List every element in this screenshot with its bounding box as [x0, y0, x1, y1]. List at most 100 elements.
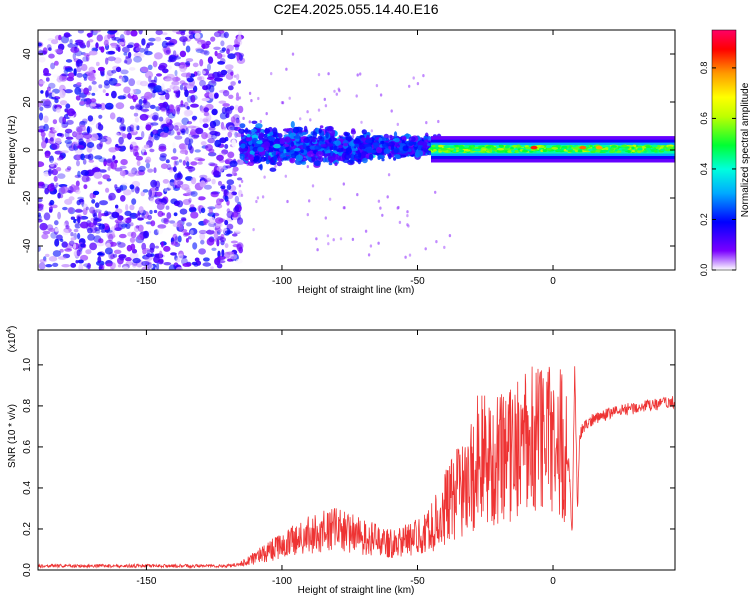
heatmap-cell [48, 163, 57, 169]
heatmap-cell [145, 253, 153, 258]
heatmap-cell [85, 249, 92, 255]
snr-x-ticks: -150 -100 -50 0 [136, 330, 556, 587]
heatmap-cell [77, 30, 84, 34]
heatmap-cell [206, 114, 212, 122]
heatmap-cell [201, 132, 208, 140]
heatmap-cell [230, 240, 238, 244]
heatmap-cell [228, 122, 234, 128]
heatmap-cell [568, 146, 572, 149]
heatmap-cell [286, 199, 289, 204]
heatmap-cell [209, 163, 218, 167]
heatmap-cell [180, 100, 184, 106]
heatmap-cell [143, 151, 148, 156]
heatmap-cell [48, 168, 52, 176]
heatmap-cell [510, 146, 514, 150]
heatmap-cell [263, 157, 267, 161]
heatmap-cell [232, 233, 238, 237]
heatmap-cell [274, 164, 277, 168]
heatmap-cell [38, 161, 45, 168]
heatmap-cell [525, 146, 531, 150]
heatmap-cell [64, 89, 73, 94]
heatmap-cell [627, 150, 631, 153]
heatmap-cell [78, 243, 83, 252]
heatmap-cell [387, 141, 395, 147]
heatmap-cell [159, 62, 168, 69]
heatmap-cell [318, 156, 322, 160]
heatmap-cell [65, 168, 71, 172]
heatmap-peak [579, 145, 587, 150]
heatmap-cell [240, 179, 244, 183]
heatmap-cell [219, 137, 227, 144]
heatmap-cell [44, 188, 50, 195]
heatmap-cell [123, 30, 132, 36]
heatmap-cell [134, 151, 140, 158]
heatmap-cell [134, 42, 140, 48]
heatmap-cell [149, 148, 155, 153]
heatmap-cell [199, 232, 206, 241]
heatmap-cell [221, 249, 225, 257]
heatmap-cell [141, 260, 150, 267]
heatmap-cell [567, 149, 573, 153]
heatmap-cell [129, 105, 135, 110]
heatmap-cell [443, 145, 450, 149]
heatmap-cell [221, 149, 229, 155]
heatmap-cell [201, 43, 210, 49]
heatmap-cell [103, 39, 109, 47]
heatmap-cell [75, 180, 80, 187]
heatmap-cell [324, 216, 327, 220]
heatmap-cell [170, 198, 178, 205]
heatmap-cell [277, 133, 283, 139]
heatmap-cell [186, 72, 191, 77]
heatmap-cell [343, 206, 346, 210]
heatmap-cell [89, 242, 97, 251]
heatmap-cell [183, 101, 189, 109]
heatmap-cell [125, 55, 130, 59]
heatmap-cell [175, 160, 179, 166]
heatmap-cell [75, 189, 81, 195]
heatmap-cell [208, 207, 213, 215]
heatmap-cell [220, 234, 225, 238]
heatmap-cell [109, 241, 117, 247]
heatmap-cell [93, 217, 99, 221]
heatmap-cell [87, 262, 91, 270]
heatmap-cell [45, 90, 49, 98]
heatmap-cell [358, 152, 362, 158]
heatmap-cell [141, 146, 145, 153]
heatmap-cell [244, 127, 249, 135]
heatmap-cell [60, 238, 64, 242]
heatmap-cell [76, 249, 81, 257]
heatmap-cell [240, 143, 246, 149]
heatmap-cell [163, 245, 171, 252]
heatmap-cell [233, 44, 240, 48]
heatmap-cell [190, 229, 194, 235]
heatmap-cell [190, 103, 199, 108]
heatmap-cell [94, 155, 103, 160]
heatmap-cell [70, 216, 76, 220]
heatmap-cell [184, 89, 189, 98]
heatmap-cell [97, 252, 103, 256]
heatmap-cell [51, 168, 58, 176]
heatmap-cell [75, 260, 79, 264]
heatmap-cell [120, 69, 129, 75]
heatmap-cell [604, 147, 609, 150]
heatmap-cell [118, 41, 125, 46]
heatmap-cell [214, 217, 224, 224]
heatmap-cell [170, 241, 179, 246]
heatmap-cell [179, 50, 187, 58]
heatmap-cell [236, 92, 239, 99]
heatmap-cell [214, 139, 222, 148]
heatmap-cell [233, 74, 237, 78]
heatmap-cell [158, 145, 167, 152]
heatmap-cell [47, 183, 55, 192]
heatmap-cell [95, 42, 99, 49]
heatmap-cell [59, 90, 66, 98]
heatmap-cell [459, 149, 465, 153]
heatmap-cell [135, 213, 141, 219]
heatmap-cell [88, 159, 95, 163]
heatmap-cell [389, 134, 393, 139]
heatmap-cell [65, 136, 74, 140]
heatmap-cell [178, 62, 186, 69]
heatmap-cell [107, 33, 111, 40]
heatmap-cell [316, 248, 319, 252]
heatmap-cell [230, 71, 234, 76]
